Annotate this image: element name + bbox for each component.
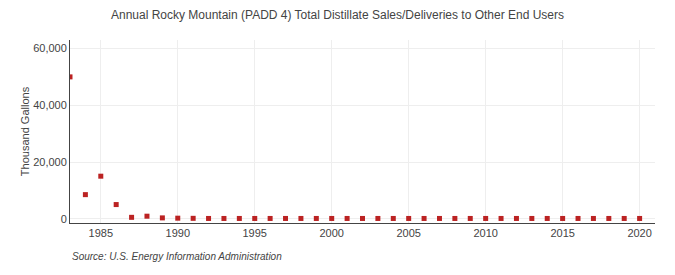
svg-text:20,000: 20,000	[33, 156, 67, 168]
svg-text:2010: 2010	[473, 227, 497, 239]
svg-text:1985: 1985	[89, 227, 113, 239]
svg-text:2015: 2015	[550, 227, 574, 239]
svg-text:40,000: 40,000	[33, 99, 67, 111]
svg-text:Thousand Gallons: Thousand Gallons	[19, 86, 31, 176]
svg-text:1990: 1990	[166, 227, 190, 239]
svg-text:Source: U.S. Energy Informatio: Source: U.S. Energy Information Administ…	[72, 251, 282, 262]
svg-text:1995: 1995	[242, 227, 266, 239]
svg-text:0: 0	[61, 213, 67, 225]
svg-text:60,000: 60,000	[33, 42, 67, 54]
svg-text:2020: 2020	[627, 227, 651, 239]
svg-text:2005: 2005	[396, 227, 420, 239]
svg-text:2000: 2000	[319, 227, 343, 239]
svg-text:Annual Rocky Mountain (PADD 4): Annual Rocky Mountain (PADD 4) Total Dis…	[111, 8, 564, 22]
